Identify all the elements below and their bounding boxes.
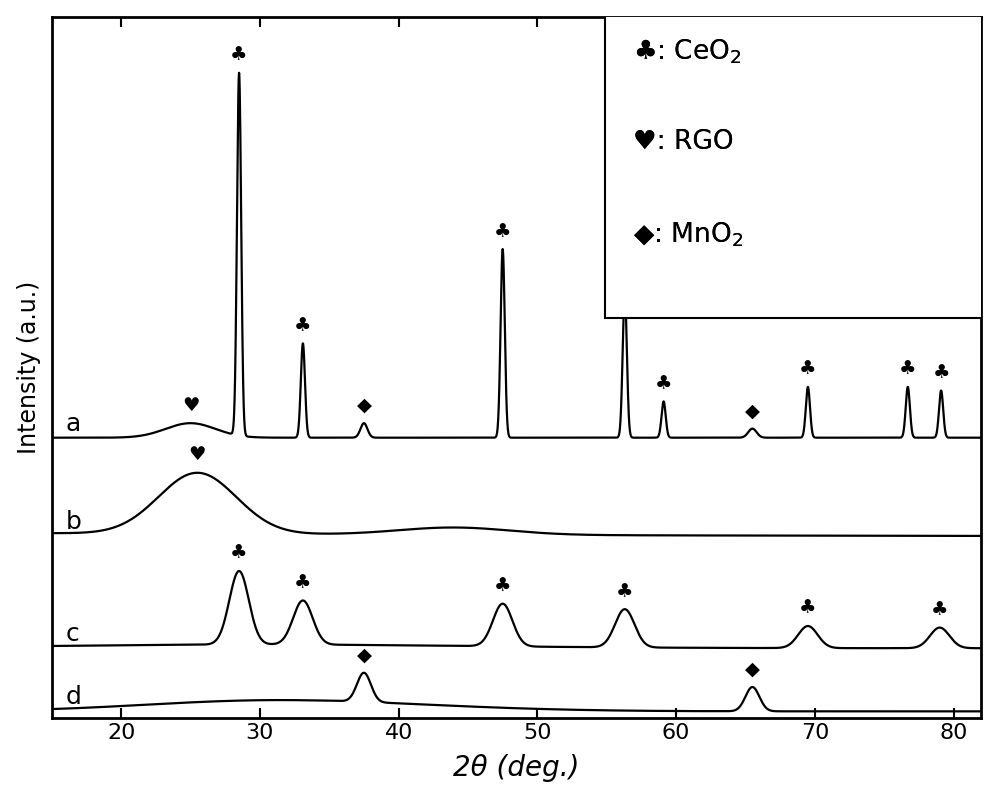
Y-axis label: Intensity (a.u.): Intensity (a.u.)	[17, 281, 41, 454]
Text: ♣: ♣	[932, 364, 950, 382]
Text: ♣: ♣	[799, 360, 816, 379]
Text: ♥: ♥	[189, 445, 207, 464]
Text: ♣: ♣	[294, 316, 311, 335]
Text: ♣: CeO$_2$: ♣: CeO$_2$	[633, 38, 742, 66]
Text: d: d	[66, 686, 82, 710]
Text: ◆: ◆	[356, 396, 371, 415]
X-axis label: 2θ (deg.): 2θ (deg.)	[453, 754, 580, 782]
Text: c: c	[66, 622, 80, 646]
Text: ♣: ♣	[294, 573, 311, 592]
Text: ♣: ♣	[655, 374, 673, 393]
Text: ♣: CeO$_2$: ♣: CeO$_2$	[633, 38, 742, 66]
Text: ♣: ♣	[616, 265, 634, 284]
Text: ♥: RGO: ♥: RGO	[633, 129, 734, 155]
Text: b: b	[66, 510, 82, 534]
Text: ◆: ◆	[745, 660, 759, 678]
Text: ♥: RGO: ♥: RGO	[633, 129, 734, 155]
Text: ♣: ♣	[494, 221, 511, 240]
Text: ♣: ♣	[616, 582, 634, 601]
Text: ◆: MnO$_2$: ◆: MnO$_2$	[633, 221, 743, 248]
Text: ♣: ♣	[231, 46, 248, 65]
Text: ♣: ♣	[799, 598, 816, 618]
Text: ♥: ♥	[182, 396, 200, 415]
Text: a: a	[66, 411, 81, 435]
Bar	[605, 2, 995, 318]
Text: ♣: ♣	[931, 600, 948, 619]
Text: ◆: MnO$_2$: ◆: MnO$_2$	[633, 221, 743, 248]
Text: ◆: ◆	[745, 401, 759, 420]
Text: ♣: ♣	[899, 360, 916, 379]
Text: ◆: ◆	[356, 646, 371, 664]
Text: ♣: ♣	[494, 576, 511, 595]
Text: ♣: ♣	[231, 543, 248, 562]
